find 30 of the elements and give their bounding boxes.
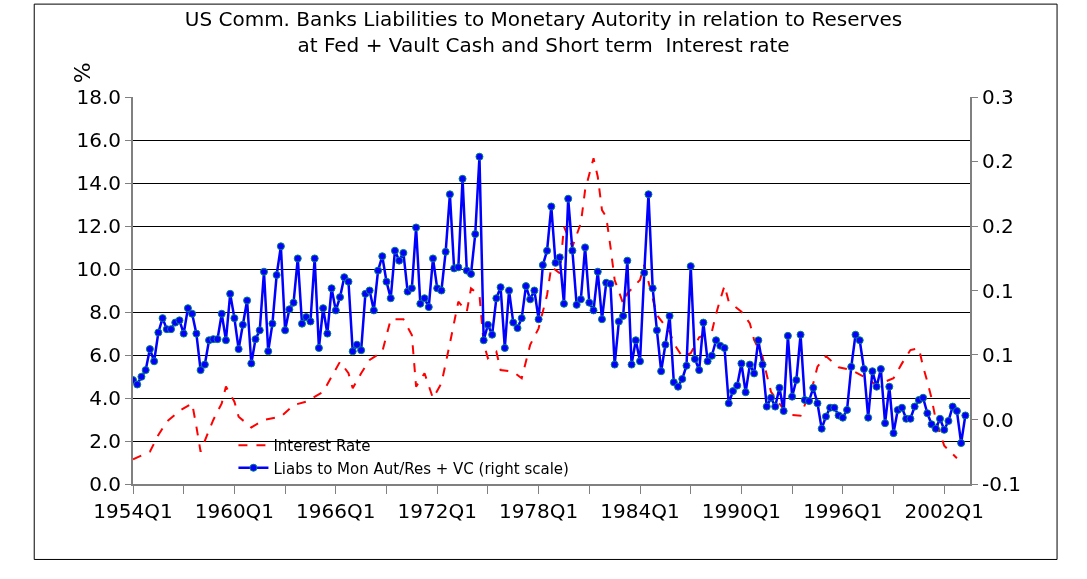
x-tick-label: 1960Q1 [194, 499, 275, 523]
y2-tick-label: 0.1 [982, 278, 1014, 303]
x-tick-label: 1984Q1 [600, 499, 680, 523]
y-tick-label: 0.0 [89, 472, 121, 496]
y-tick-label: 2.0 [89, 429, 121, 453]
x-tick-label: 1966Q1 [296, 499, 376, 523]
y-tick-label: 14.0 [76, 171, 121, 195]
y2-tick-label: 0.2 [982, 149, 1014, 174]
y2-tick-label: 0.3 [982, 85, 1014, 109]
y-tick-label: 4.0 [89, 386, 121, 410]
y2-tick-label: 0.0 [982, 407, 1014, 432]
y2-tick-label: -0.1 [982, 472, 1022, 496]
y2-tick-label: 0.2 [982, 214, 1014, 239]
y-axis-title: % [70, 62, 96, 84]
y-tick-label: 8.0 [89, 300, 121, 324]
legend-label: Interest Rate [273, 437, 371, 456]
x-tick-label: 1954Q1 [93, 499, 173, 523]
y-tick-label: 10.0 [76, 257, 121, 281]
y-tick-label: 6.0 [89, 343, 121, 367]
x-tick-label: 1978Q1 [498, 499, 579, 523]
y-tick-label: 18.0 [76, 85, 121, 109]
x-tick-label: 1996Q1 [803, 499, 883, 523]
y2-tick-label: 0.1 [982, 342, 1014, 367]
chart-title: US Comm. Banks Liabilities to Monetary Autority in relation to Reserves at Fed + Vault Cash and Short term Interest rate [184, 7, 903, 58]
y-tick-label: 16.0 [76, 128, 121, 152]
x-tick-label: 1972Q1 [397, 499, 477, 523]
legend-label: Liabs to Mon Aut/Res + VC (right scale) [273, 459, 569, 478]
x-tick-label: 2002Q1 [904, 499, 984, 523]
y-tick-label: 12.0 [76, 214, 121, 238]
x-tick-label: 1990Q1 [701, 499, 782, 523]
